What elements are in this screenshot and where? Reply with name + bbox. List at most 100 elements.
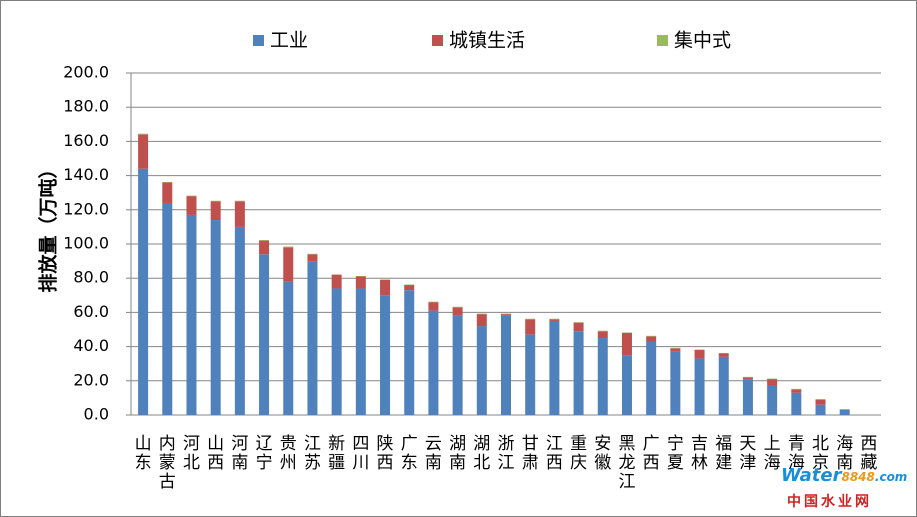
y-tick-label: 40.0 xyxy=(73,336,109,355)
bar-urban xyxy=(501,314,511,316)
x-category-label: 黑龙江 xyxy=(618,434,635,492)
bar-industry xyxy=(742,379,753,415)
bar-centralized xyxy=(234,200,245,202)
legend-swatch xyxy=(432,35,443,46)
x-category-label: 甘肃 xyxy=(522,434,539,473)
y-tick-label: 20.0 xyxy=(73,370,109,389)
x-category-label: 湖北 xyxy=(473,434,490,473)
bar-industry xyxy=(452,315,463,415)
bar-industry xyxy=(694,358,705,415)
x-category-label: 重庆 xyxy=(570,434,587,473)
x-category-label: 海南 xyxy=(836,434,853,473)
watermark-brand: Water8848.com xyxy=(781,465,907,486)
bar-urban xyxy=(428,302,439,311)
x-category-label: 陕西 xyxy=(377,434,394,473)
x-category-label: 新疆 xyxy=(328,434,345,473)
bar-industry xyxy=(331,288,342,415)
y-tick-label: 60.0 xyxy=(73,302,109,321)
bar-industry xyxy=(767,385,778,415)
bar-centralized xyxy=(621,332,632,333)
bar-industry xyxy=(210,220,221,415)
x-category-label: 西藏 xyxy=(860,434,877,473)
bar-centralized xyxy=(452,306,463,308)
bar-industry xyxy=(549,320,560,415)
bar-centralized xyxy=(331,274,342,275)
bar-urban xyxy=(791,389,802,393)
bar-urban xyxy=(234,201,245,227)
bar-industry xyxy=(380,295,391,415)
x-category-label: 四川 xyxy=(352,434,369,473)
bar-centralized xyxy=(476,313,487,315)
x-category-label: 云南 xyxy=(425,434,442,473)
y-tick-label: 100.0 xyxy=(63,234,109,253)
y-tick-label: 80.0 xyxy=(73,268,109,287)
bar-urban xyxy=(815,399,826,405)
bar-centralized xyxy=(404,284,415,286)
x-category-label: 河北 xyxy=(183,434,200,473)
bar-centralized xyxy=(694,349,705,351)
bar-urban xyxy=(718,353,729,357)
bar-centralized xyxy=(549,318,560,320)
bar-centralized xyxy=(742,376,753,378)
bar-urban xyxy=(452,307,463,316)
bars xyxy=(138,133,850,415)
x-category-label: 上海 xyxy=(764,434,781,473)
bar-centralized xyxy=(646,335,657,337)
bar-centralized xyxy=(597,330,608,332)
x-category-label: 福建 xyxy=(715,434,732,473)
x-category-label: 广西 xyxy=(643,434,660,473)
bar-urban xyxy=(694,350,705,359)
bar-centralized xyxy=(525,318,536,320)
bar-centralized xyxy=(162,181,173,183)
bar-industry xyxy=(162,202,173,415)
bar-urban xyxy=(525,319,536,335)
bar-urban xyxy=(355,276,366,289)
watermark-brand-number: 8848 xyxy=(841,470,874,484)
bar-urban xyxy=(259,240,270,255)
bar-centralized xyxy=(355,275,366,277)
bar-urban xyxy=(646,336,657,342)
bar-industry xyxy=(234,226,245,415)
bar-industry xyxy=(476,326,487,415)
y-tick-label: 180.0 xyxy=(63,97,109,116)
bar-centralized xyxy=(283,246,294,248)
x-category-label: 安徽 xyxy=(594,434,611,473)
bar-industry xyxy=(815,404,826,415)
x-category-labels: 山东内蒙古河北山西河南辽宁贵州江苏新疆四川陕西广东云南湖南湖北浙江甘肃江西重庆安… xyxy=(135,434,878,492)
bar-industry xyxy=(283,281,294,415)
bar-industry xyxy=(525,334,536,415)
bar-industry xyxy=(138,168,149,415)
bar-centralized xyxy=(210,200,221,202)
bar-centralized xyxy=(718,352,729,354)
bar-industry xyxy=(670,351,681,415)
bar-urban xyxy=(380,279,391,296)
watermark: Water8848.com 中国水业网 xyxy=(781,465,907,510)
bar-centralized xyxy=(815,399,826,400)
bar-industry xyxy=(597,338,608,415)
legend-swatch xyxy=(657,35,668,46)
bar-urban xyxy=(670,348,681,352)
bar-centralized xyxy=(428,301,439,303)
bar-centralized xyxy=(186,195,197,197)
x-category-label: 山东 xyxy=(135,434,152,473)
x-category-label: 天津 xyxy=(739,434,756,473)
x-category-label: 北京 xyxy=(812,434,829,473)
bar-urban xyxy=(162,182,173,203)
bar-centralized xyxy=(307,253,318,255)
bar-urban xyxy=(138,134,149,169)
bar-urban xyxy=(404,285,415,291)
x-category-label: 宁夏 xyxy=(667,434,684,473)
y-tick-label: 200.0 xyxy=(63,63,109,82)
bar-industry xyxy=(428,310,439,415)
bar-industry xyxy=(573,331,584,415)
legend-label: 集中式 xyxy=(674,30,731,52)
bar-industry xyxy=(646,341,657,415)
y-tick-label: 0.0 xyxy=(84,405,109,424)
bar-industry xyxy=(307,261,318,415)
bar-centralized xyxy=(767,378,778,380)
bar-urban xyxy=(283,247,294,282)
x-category-label: 湖南 xyxy=(449,434,466,473)
bar-urban xyxy=(573,322,584,332)
x-category-label: 内蒙古 xyxy=(159,434,176,492)
bar-urban xyxy=(186,196,197,215)
